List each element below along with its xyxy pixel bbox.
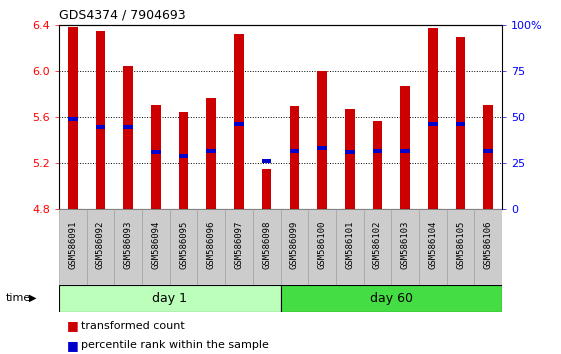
Bar — [364, 209, 392, 285]
Text: ▶: ▶ — [29, 293, 36, 303]
Text: GSM586099: GSM586099 — [290, 220, 299, 269]
Bar — [308, 209, 336, 285]
Bar — [484, 149, 493, 153]
Text: time: time — [6, 293, 31, 303]
Bar — [142, 209, 169, 285]
Text: GSM586104: GSM586104 — [429, 220, 438, 269]
Text: GSM586105: GSM586105 — [456, 220, 465, 269]
Text: ■: ■ — [67, 339, 79, 352]
Text: GDS4374 / 7904693: GDS4374 / 7904693 — [59, 8, 186, 21]
Bar — [345, 109, 355, 209]
Bar — [262, 159, 272, 162]
Bar — [345, 150, 355, 154]
Bar — [179, 154, 188, 158]
Bar — [289, 149, 299, 153]
Text: GSM586097: GSM586097 — [234, 220, 243, 269]
Bar — [280, 285, 502, 312]
Bar — [336, 209, 364, 285]
Bar — [475, 209, 502, 285]
Bar — [456, 38, 466, 209]
Bar — [401, 86, 410, 209]
Text: GSM586091: GSM586091 — [68, 220, 77, 269]
Text: day 60: day 60 — [370, 292, 413, 305]
Text: GSM586101: GSM586101 — [345, 220, 354, 269]
Bar — [234, 122, 244, 126]
Bar — [206, 98, 216, 209]
Bar — [447, 209, 475, 285]
Bar — [151, 105, 160, 209]
Text: GSM586095: GSM586095 — [179, 220, 188, 269]
Text: GSM586102: GSM586102 — [373, 220, 382, 269]
Bar — [428, 28, 438, 209]
Text: GSM586094: GSM586094 — [151, 220, 160, 269]
Bar — [59, 285, 280, 312]
Bar — [114, 209, 142, 285]
Bar — [123, 125, 133, 129]
Text: ■: ■ — [67, 319, 79, 332]
Bar — [373, 121, 382, 209]
Bar — [206, 149, 216, 153]
Bar — [317, 71, 327, 209]
Bar — [484, 105, 493, 209]
Bar — [86, 209, 114, 285]
Bar — [59, 209, 86, 285]
Bar — [123, 66, 133, 209]
Bar — [428, 122, 438, 126]
Text: GSM586096: GSM586096 — [207, 220, 216, 269]
Bar — [95, 125, 105, 129]
Text: day 1: day 1 — [152, 292, 187, 305]
Bar — [197, 209, 225, 285]
Bar — [317, 146, 327, 150]
Bar — [262, 169, 272, 209]
Text: percentile rank within the sample: percentile rank within the sample — [81, 340, 269, 350]
Text: GSM586093: GSM586093 — [123, 220, 132, 269]
Text: GSM586100: GSM586100 — [318, 220, 327, 269]
Bar — [401, 149, 410, 153]
Bar — [169, 209, 197, 285]
Text: transformed count: transformed count — [81, 321, 185, 331]
Bar — [253, 209, 280, 285]
Bar — [179, 112, 188, 209]
Bar — [280, 209, 308, 285]
Bar — [234, 34, 244, 209]
Bar — [151, 150, 160, 154]
Bar — [419, 209, 447, 285]
Bar — [456, 122, 466, 126]
Text: GSM586103: GSM586103 — [401, 220, 410, 269]
Bar — [373, 149, 382, 153]
Text: GSM586098: GSM586098 — [262, 220, 271, 269]
Text: GSM586092: GSM586092 — [96, 220, 105, 269]
Bar — [392, 209, 419, 285]
Bar — [68, 27, 77, 209]
Text: GSM586106: GSM586106 — [484, 220, 493, 269]
Bar — [68, 117, 77, 121]
Bar — [95, 30, 105, 209]
Bar — [225, 209, 253, 285]
Bar — [289, 107, 299, 209]
